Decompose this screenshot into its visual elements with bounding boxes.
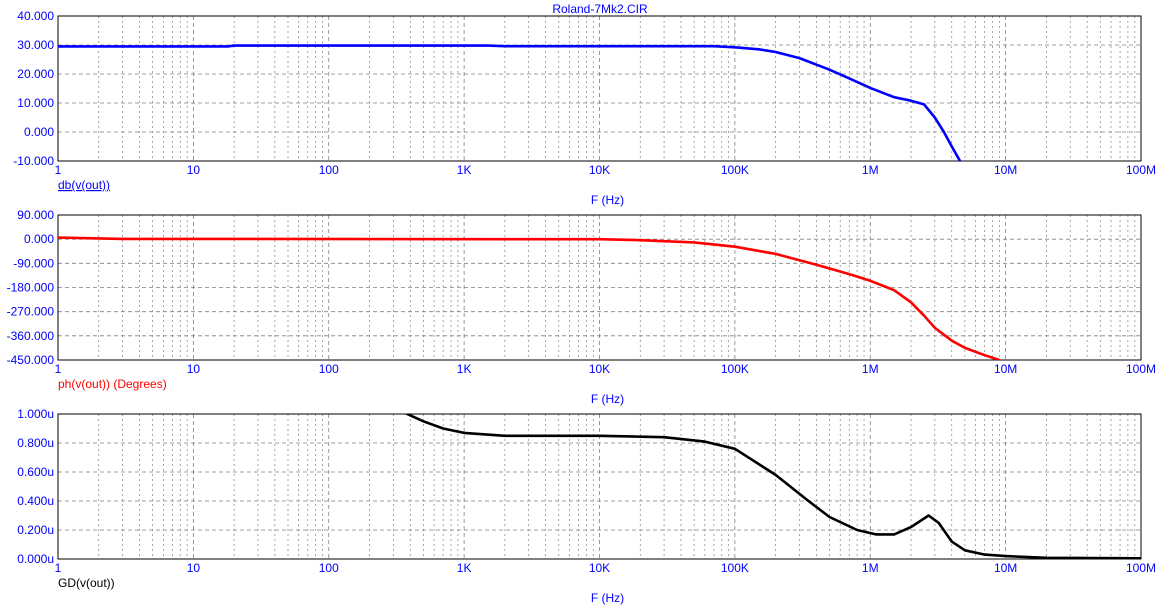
- y-tick-label: 1.000u: [17, 407, 54, 421]
- x-tick-label: 1K: [457, 163, 472, 177]
- x-tick-label: 100K: [721, 163, 749, 177]
- x-tick-label: 10M: [994, 561, 1017, 575]
- x-tick-label: 1: [55, 561, 62, 575]
- y-tick-label: 0.000u: [17, 552, 54, 566]
- plot-frame: [57, 413, 1142, 560]
- x-tick-label: 100M: [1126, 163, 1156, 177]
- trace-label-group_delay: GD(v(out)): [58, 576, 115, 590]
- series-line-phase: [58, 236, 1001, 360]
- x-tick-label: 100K: [721, 362, 749, 376]
- x-tick-label: 1K: [457, 561, 472, 575]
- chart-title: Roland-7Mk2.CIR: [552, 2, 648, 16]
- y-tick-label: 0.000: [24, 232, 54, 246]
- x-tick-label: 10K: [589, 362, 610, 376]
- y-tick-label: 0.200u: [17, 523, 54, 537]
- y-tick-label: 20.000: [17, 67, 54, 81]
- x-tick-label: 10: [187, 362, 201, 376]
- y-tick-label: -270.000: [7, 305, 55, 319]
- x-tick-label: 1: [55, 163, 62, 177]
- x-tick-label: 100: [319, 561, 339, 575]
- x-tick-label: 10K: [589, 561, 610, 575]
- x-tick-label: 1M: [862, 163, 879, 177]
- series-line-magnitude: [58, 44, 962, 161]
- y-tick-label: 90.000: [17, 208, 54, 222]
- y-tick-label: 0.400u: [17, 494, 54, 508]
- trace-label-magnitude: db(v(out)): [58, 178, 110, 192]
- y-tick-label: -360.000: [7, 329, 55, 343]
- x-tick-label: 1M: [862, 362, 879, 376]
- x-tick-label: 10: [187, 561, 201, 575]
- y-tick-label: -90.000: [13, 256, 54, 270]
- panel-phase: 90.000 0.000 -90.000 -180.000 -270.000 -360.0…: [7, 208, 1156, 406]
- y-tick-label: -450.000: [7, 353, 55, 367]
- x-tick-label: 100: [319, 163, 339, 177]
- x-axis-label: F (Hz): [591, 193, 624, 207]
- x-tick-label: 100K: [721, 561, 749, 575]
- x-tick-label: 10M: [994, 362, 1017, 376]
- plot-frame: [57, 15, 1142, 162]
- x-axis-label: F (Hz): [591, 392, 624, 406]
- x-tick-label: 1K: [457, 362, 472, 376]
- x-tick-label: 1M: [862, 561, 879, 575]
- y-tick-label: 0.600u: [17, 465, 54, 479]
- x-tick-label: 10: [187, 163, 201, 177]
- x-tick-label: 10K: [589, 163, 610, 177]
- x-tick-label: 10M: [994, 163, 1017, 177]
- y-tick-label: 0.000: [24, 125, 54, 139]
- x-tick-label: 100M: [1126, 561, 1156, 575]
- x-axis-label: F (Hz): [591, 591, 624, 605]
- plot-frame: [57, 214, 1142, 361]
- y-tick-label: 40.000: [17, 9, 54, 23]
- x-tick-label: 100M: [1126, 362, 1156, 376]
- trace-label-phase: ph(v(out)) (Degrees): [58, 377, 167, 391]
- y-tick-label: 30.000: [17, 38, 54, 52]
- y-tick-label: -10.000: [13, 154, 54, 168]
- x-tick-label: 1: [55, 362, 62, 376]
- y-tick-label: 0.800u: [17, 436, 54, 450]
- x-tick-label: 100: [319, 362, 339, 376]
- series-line-group_delay: [405, 414, 1141, 559]
- y-tick-label: -180.000: [7, 281, 55, 295]
- y-tick-label: 10.000: [17, 96, 54, 110]
